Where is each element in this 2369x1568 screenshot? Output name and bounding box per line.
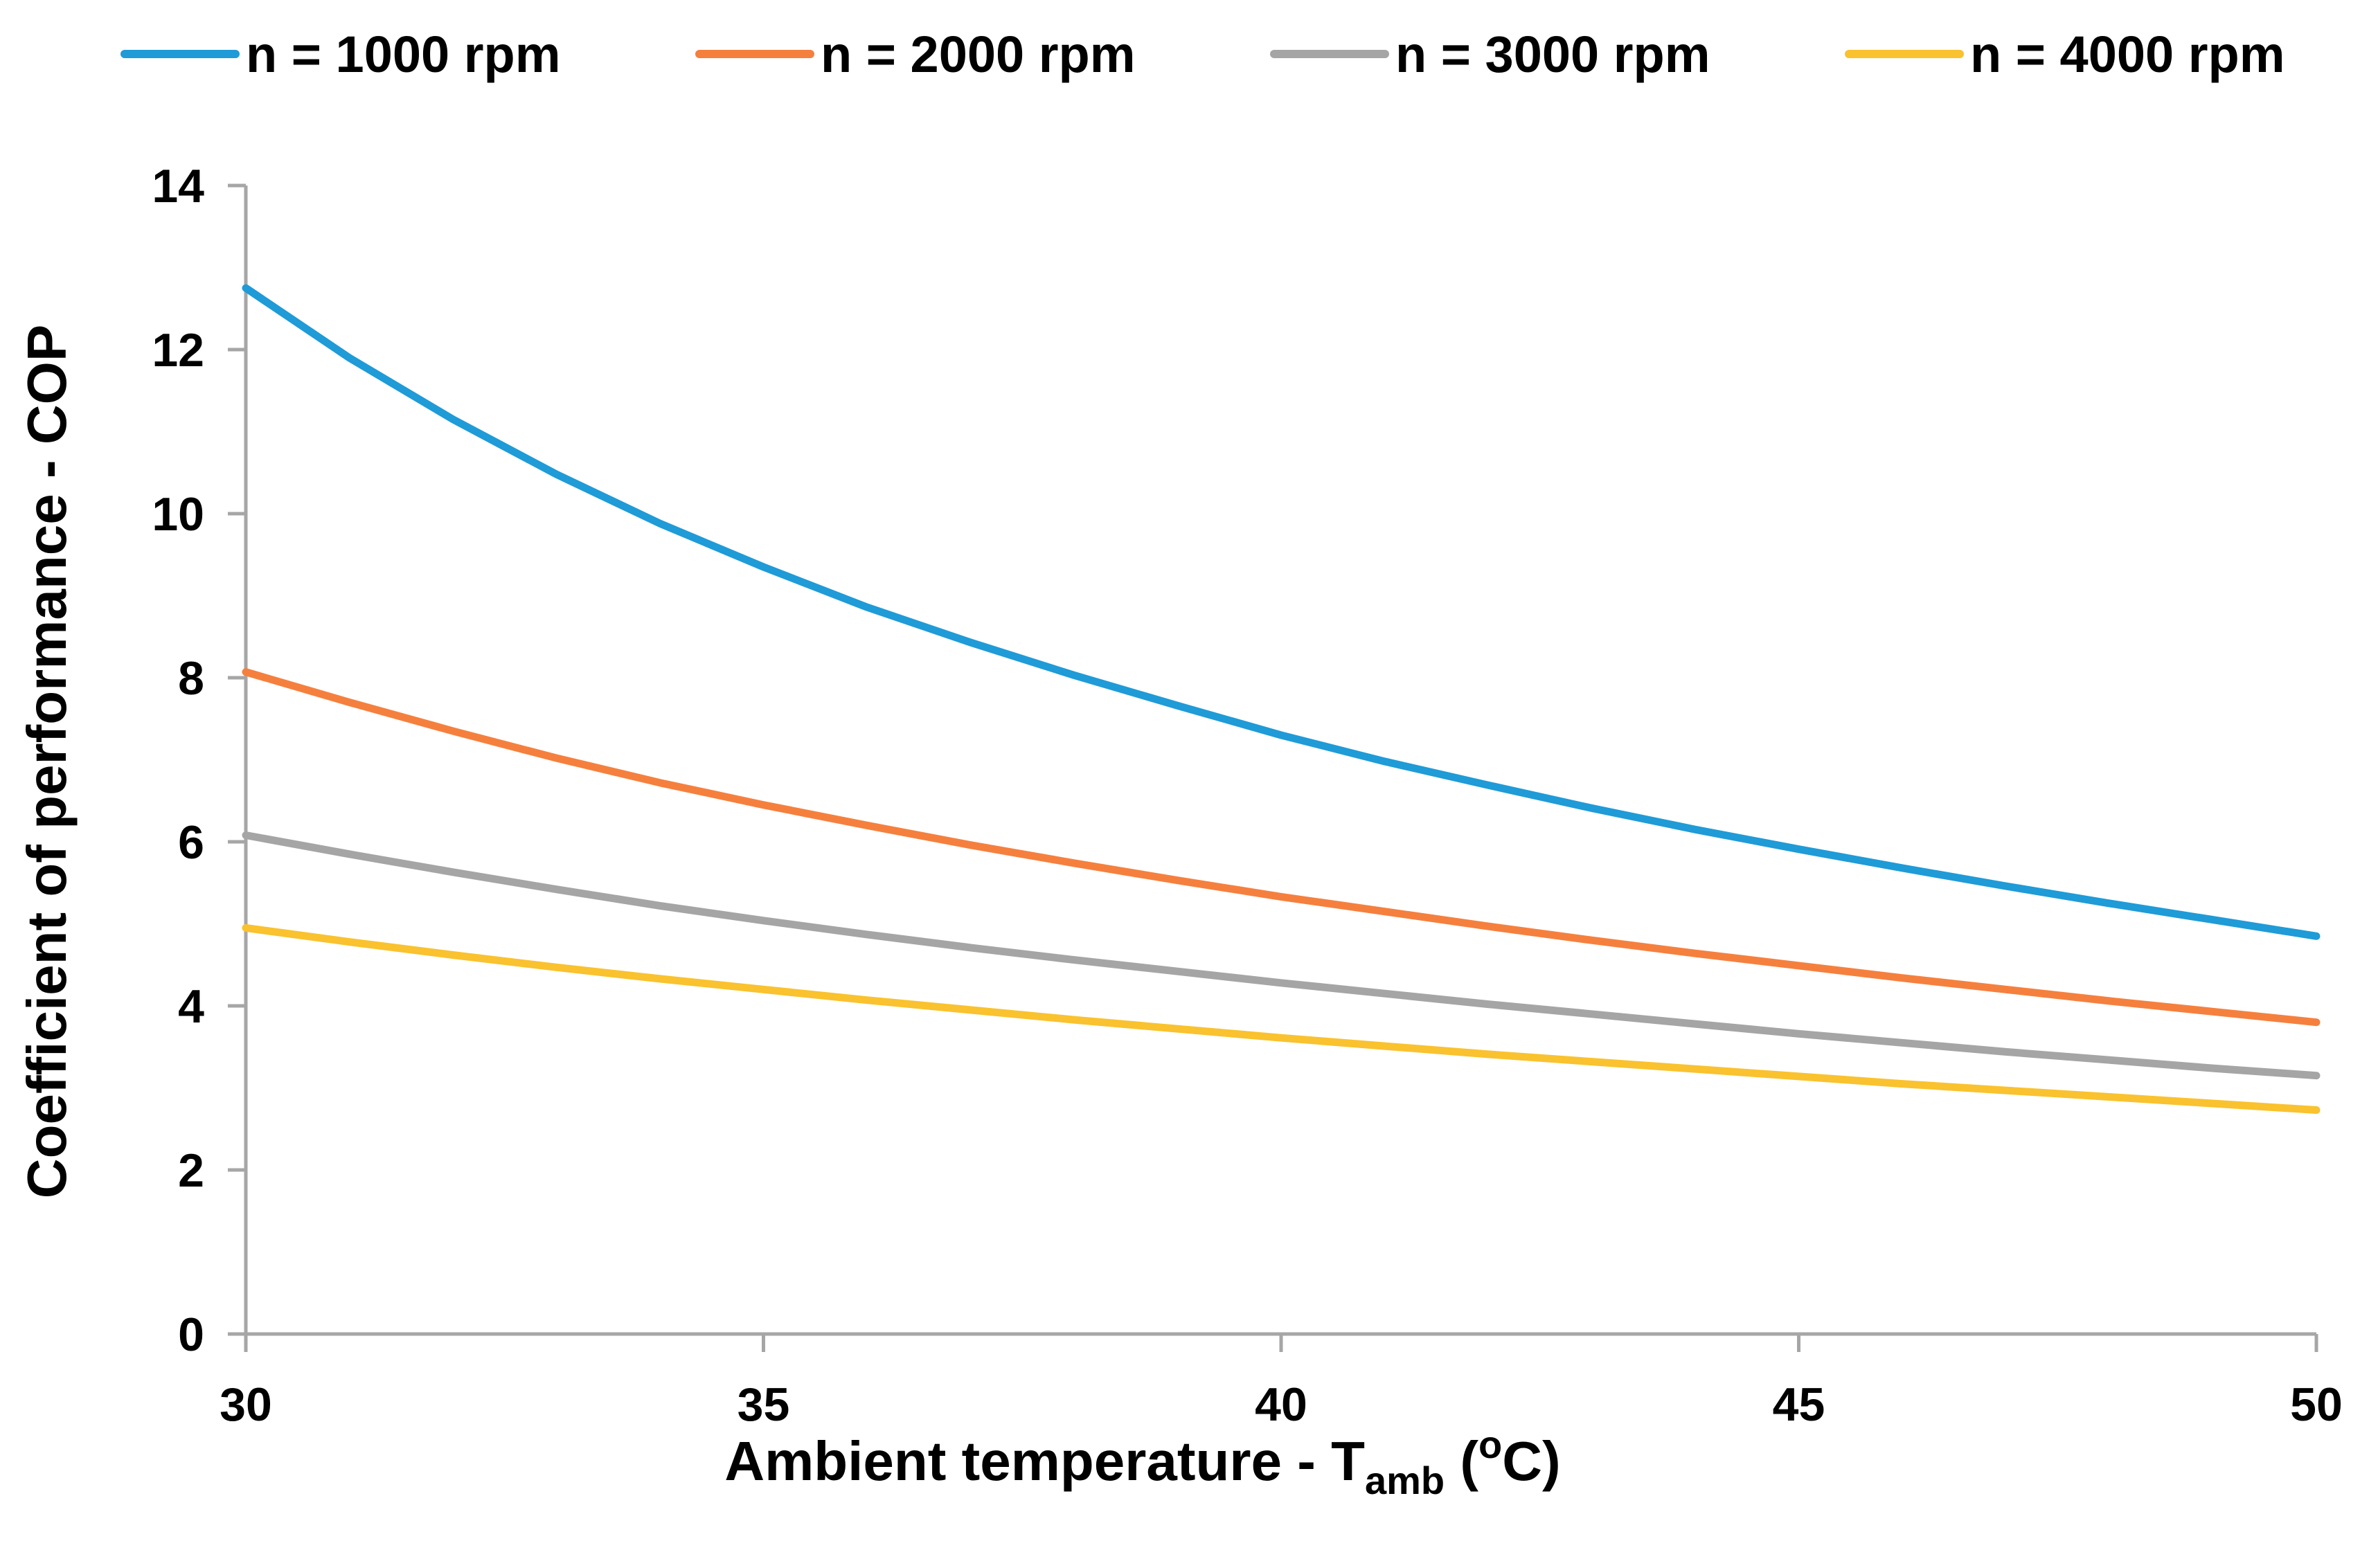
y-tick-label: 6 bbox=[178, 816, 204, 869]
x-axis-title-unit-open: ( bbox=[1445, 1430, 1478, 1492]
x-tick-label: 35 bbox=[737, 1378, 790, 1431]
y-tick-label: 8 bbox=[178, 652, 204, 705]
x-axis-title-main: Ambient temperature - T bbox=[724, 1430, 1365, 1492]
series-lines bbox=[242, 284, 2321, 1114]
x-tick-label: 45 bbox=[1773, 1378, 1825, 1431]
x-axis-title-subscript: amb bbox=[1365, 1459, 1445, 1502]
y-axis: 0 2 4 6 8 10 12 14 bbox=[152, 160, 248, 1361]
series-line-4 bbox=[242, 923, 2321, 1114]
legend-label-3: n = 3000 rpm bbox=[1395, 26, 1710, 83]
series-line-1 bbox=[242, 284, 2321, 940]
y-axis-title: Coefficient of performance - COP bbox=[16, 325, 78, 1198]
legend-label-2: n = 2000 rpm bbox=[821, 26, 1136, 83]
series-line-2 bbox=[242, 668, 2321, 1027]
legend-label-4: n = 4000 rpm bbox=[1970, 26, 2285, 83]
series-line-3 bbox=[242, 831, 2321, 1080]
y-tick-label: 4 bbox=[178, 980, 204, 1033]
x-tick-label: 50 bbox=[2290, 1378, 2343, 1431]
legend-label-1: n = 1000 rpm bbox=[246, 26, 561, 83]
y-tick-label: 12 bbox=[152, 324, 204, 377]
legend: n = 1000 rpm n = 2000 rpm n = 3000 rpm n = … bbox=[120, 26, 2285, 83]
x-axis: 30 35 40 45 50 bbox=[220, 1332, 2343, 1431]
x-axis-title-unit-close: C) bbox=[1502, 1430, 1560, 1492]
y-tick-label: 0 bbox=[178, 1308, 204, 1361]
y-tick-label: 14 bbox=[152, 160, 204, 213]
y-tick-label: 2 bbox=[178, 1144, 204, 1197]
x-tick-label: 30 bbox=[220, 1378, 272, 1431]
y-tick-label: 10 bbox=[152, 488, 204, 541]
x-axis-title: Ambient temperature - Tamb (oC) bbox=[724, 1423, 1560, 1502]
x-axis-title-superscript: o bbox=[1478, 1423, 1502, 1466]
x-tick-label: 40 bbox=[1255, 1378, 1307, 1431]
